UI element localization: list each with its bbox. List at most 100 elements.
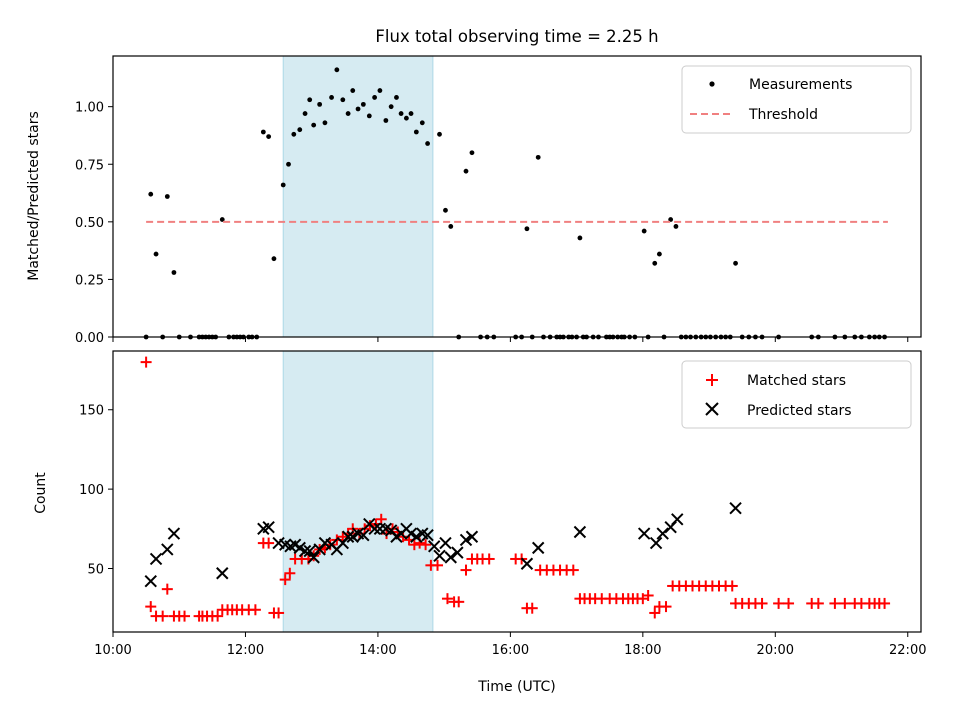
matched-star-point — [161, 583, 173, 595]
legend-marker-matched — [706, 374, 718, 386]
measurement-point — [350, 88, 356, 93]
matched-star-point — [273, 607, 285, 619]
measurement-point — [291, 131, 297, 137]
top-panel: 0.00 0.25 0.50 0.75 1.00 Matched/Predicted s… — [26, 55, 922, 346]
matched-star-point — [432, 559, 444, 571]
measurement-point — [260, 129, 266, 135]
top-legend: Measurements Threshold — [681, 65, 912, 134]
predicted-star-point — [421, 528, 434, 542]
matched-star-point — [279, 574, 291, 586]
predicted-star-point — [368, 522, 381, 536]
predicted-star-point — [671, 513, 684, 526]
bottom-y-tick-label: 100 — [79, 483, 104, 498]
predicted-star-point — [357, 528, 370, 542]
top-panel-frame — [112, 55, 922, 338]
predicted-star-point — [573, 525, 587, 539]
x-tick-label: 14:00 — [359, 643, 396, 658]
measurement-point — [425, 141, 430, 146]
measurement-point — [360, 101, 366, 107]
measurement-point — [535, 154, 541, 160]
predicted-star-point — [439, 536, 452, 550]
matched-star-point — [453, 596, 465, 608]
measurement-point — [372, 95, 378, 100]
matched-star-point — [829, 597, 841, 609]
matched-star-point — [441, 593, 453, 605]
measurement-point — [668, 217, 674, 222]
predicted-star-point — [216, 567, 229, 580]
measurement-point — [413, 129, 419, 135]
matched-star-point — [783, 597, 795, 609]
measurement-point — [280, 182, 286, 188]
legend-label-measurements: Measurements — [749, 77, 852, 93]
measurement-point — [673, 224, 679, 229]
top-highlight-span — [282, 55, 434, 338]
predicted-star-point — [433, 549, 446, 563]
measurement-point — [219, 217, 225, 222]
matched-star-point — [483, 553, 495, 565]
legend-marker-predicted — [705, 402, 719, 416]
measurement-point — [286, 161, 291, 167]
bottom-y-axis-label: Count — [33, 472, 49, 514]
measurement-point — [377, 88, 383, 93]
bottom-panel: 10:00 12:00 14:00 16:00 18:00 20:00 22:00 50 100… — [33, 350, 926, 695]
measurement-point — [652, 260, 658, 266]
x-tick-label: 12:00 — [227, 643, 264, 658]
top-y-tick-label: 0.75 — [75, 158, 104, 173]
legend-label-predicted: Predicted stars — [747, 403, 852, 419]
predicted-star-point — [451, 546, 464, 559]
measurement-point — [437, 131, 442, 137]
matched-star-point — [420, 539, 432, 551]
matched-star-point — [660, 601, 672, 613]
matched-star-point — [263, 537, 275, 549]
measurement-point — [419, 120, 425, 126]
predicted-star-point — [149, 552, 163, 566]
predicted-star-point — [341, 530, 355, 543]
measurement-point — [366, 113, 372, 119]
matched-star-point — [179, 610, 191, 622]
predicted-star-point — [428, 540, 441, 553]
chart-title: Flux total observing time = 2.25 h — [375, 27, 658, 46]
legend-label-matched: Matched stars — [747, 373, 846, 389]
predicted-star-point — [298, 544, 312, 558]
top-legend-box — [681, 65, 912, 134]
x-tick-label: 18:00 — [624, 643, 661, 658]
bottom-panel-frame — [112, 350, 922, 633]
x-axis-label: Time (UTC) — [477, 679, 555, 695]
predicted-star-point — [465, 530, 479, 543]
matched-star-point — [145, 601, 157, 613]
bottom-y-tick-label: 150 — [79, 404, 104, 419]
matched-star-point — [773, 597, 785, 609]
measurement-point — [577, 235, 583, 241]
matched-star-point — [839, 597, 851, 609]
measurement-point — [317, 101, 323, 107]
measurement-point — [148, 191, 154, 197]
measurement-point — [164, 194, 170, 199]
measurement-point — [311, 122, 317, 128]
matched-star-point — [408, 539, 420, 551]
predicted-star-point — [144, 574, 157, 588]
measurement-point — [271, 256, 277, 262]
measurement-point — [355, 106, 361, 112]
x-tick-label: 20:00 — [757, 643, 794, 658]
measurement-point — [334, 67, 340, 73]
measurement-point — [340, 97, 346, 103]
matched-star-point — [642, 589, 654, 601]
matched-star-point — [249, 604, 261, 616]
measurement-point — [297, 127, 303, 133]
measurement-point — [403, 115, 409, 121]
matched-star-point — [212, 610, 224, 622]
measurement-point — [302, 111, 308, 116]
matched-star-point — [460, 564, 472, 576]
bottom-highlight-span — [282, 350, 434, 633]
predicted-star-point — [531, 541, 545, 555]
predicted-star-point — [161, 543, 174, 556]
measurement-point — [641, 228, 647, 234]
measurement-point — [322, 120, 328, 126]
predicted-star-point — [637, 527, 651, 540]
predicted-star-point — [167, 527, 181, 540]
legend-label-threshold: Threshold — [748, 107, 818, 123]
measurement-point — [463, 168, 469, 174]
measurement-point — [524, 226, 530, 232]
predicted-star-point — [459, 533, 473, 547]
top-y-axis-label: Matched/Predicted stars — [26, 111, 42, 281]
